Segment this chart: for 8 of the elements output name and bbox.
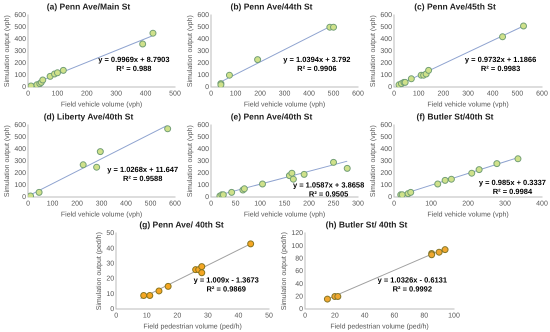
chart-title: (d) Liberty Ave/40th St xyxy=(44,111,134,122)
chart-title: (h) Butler St/ 40th St xyxy=(326,219,408,230)
chart-title: (e) Penn Ave/40th St xyxy=(230,111,312,122)
chart-title: (c) Penn Ave/45th St xyxy=(414,1,496,12)
chart-title: (g) Penn Ave/ 40th St xyxy=(139,219,224,230)
chart-title: (a) Penn Ave/Main St xyxy=(46,1,130,12)
chart-title: (b) Penn Ave/44th St xyxy=(230,1,313,12)
chart-title: (f) Butler St/40th St xyxy=(416,111,494,122)
